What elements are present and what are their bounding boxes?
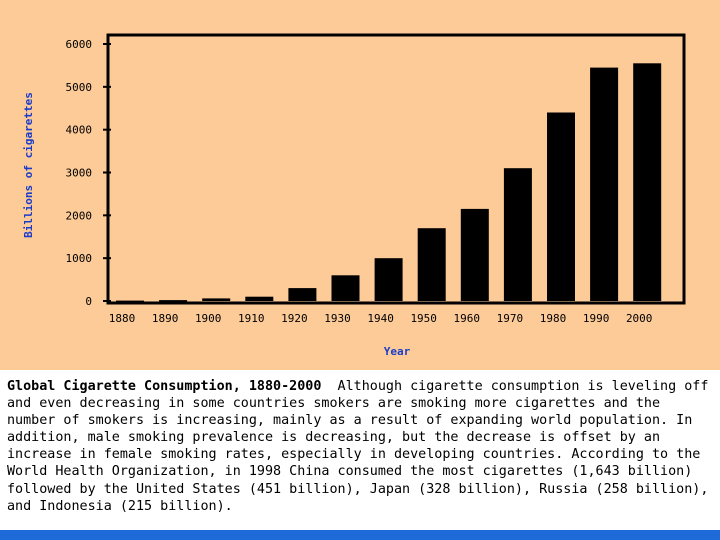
bar-1990 [590,67,619,301]
bottom-accent-bar [0,530,720,540]
caption: Global Cigarette Consumption, 1880-2000 … [7,378,715,515]
chart-panel: 0 1000 2000 3000 4000 5000 6000 1880 1890 1900 19… [0,0,720,370]
x-tick-label: 1980 [540,312,567,325]
y-tick-label: 2000 [66,209,93,222]
bars [116,63,662,303]
y-tick-label: 4000 [66,124,93,137]
x-tick-label: 1890 [152,312,179,325]
bar-1890 [159,300,188,303]
y-tick-label: 1000 [66,252,93,265]
x-tick-label: 1910 [238,312,265,325]
x-tick-label: 1970 [497,312,524,325]
bar-1950 [417,228,446,301]
bar-1940 [374,258,403,301]
x-tick-label: 1880 [109,312,136,325]
y-tick-label: 3000 [66,167,93,180]
y-tick-label: 5000 [66,81,93,94]
x-tick-label: 1920 [281,312,308,325]
bar-1930 [331,275,360,301]
bar-1880 [116,300,144,303]
bar-2000 [633,63,662,301]
caption-text: Although cigarette consumption is leveli… [7,379,709,514]
bar-1920 [288,288,317,301]
x-axis-ticks: 1880 1890 1900 1910 1920 1930 1940 1950 1960 1970… [109,312,653,325]
x-axis-title: Year [384,345,411,358]
y-tick-label: 0 [85,295,92,308]
caption-title: Global Cigarette Consumption, 1880-2000 [7,379,322,394]
x-tick-label: 1960 [454,312,481,325]
y-axis-title: Billions of cigarettes [22,92,35,238]
x-tick-label: 1950 [410,312,437,325]
x-tick-label: 1990 [583,312,610,325]
bar-1900 [202,298,231,301]
x-tick-label: 1940 [367,312,394,325]
bar-1970 [503,168,532,301]
bar-1910 [245,296,274,301]
y-axis-ticks: 0 1000 2000 3000 4000 5000 6000 [66,38,111,308]
bar-1980 [547,112,575,301]
bar-chart: 0 1000 2000 3000 4000 5000 6000 1880 1890 1900 19… [22,33,686,358]
x-tick-label: 1930 [324,312,351,325]
bar-1960 [460,208,489,301]
plot-frame [106,33,686,305]
x-tick-label: 1900 [195,312,222,325]
x-tick-label: 2000 [626,312,653,325]
y-tick-label: 6000 [66,38,93,51]
